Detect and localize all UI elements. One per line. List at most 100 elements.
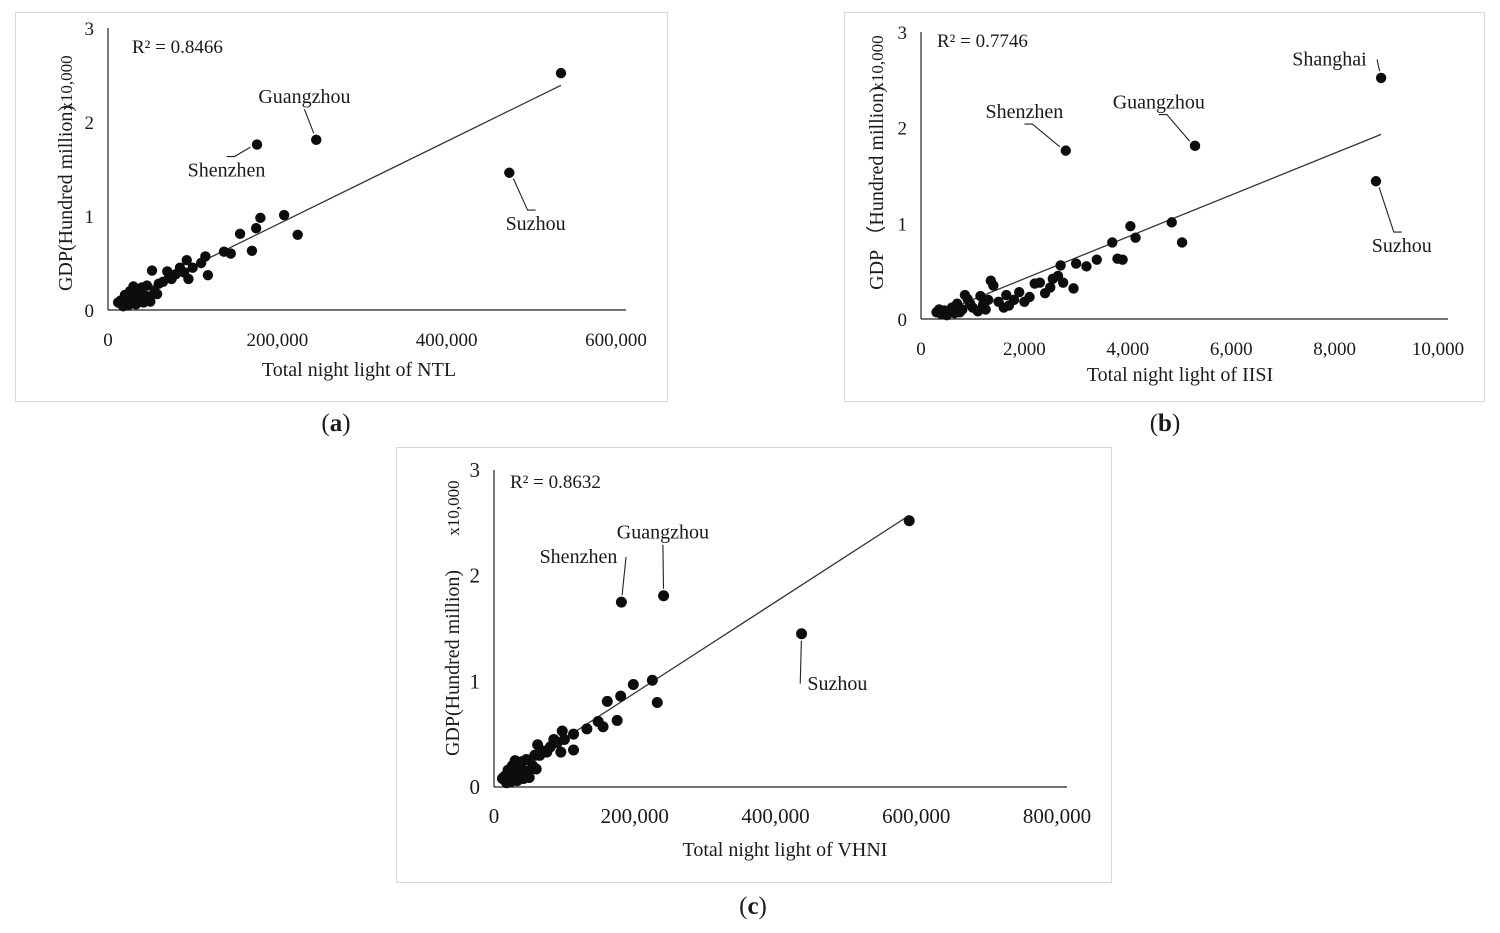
annotation-leader-line — [303, 109, 315, 134]
city-annotation: Shanghai — [1292, 48, 1367, 70]
data-point — [615, 690, 627, 702]
data-point — [278, 209, 290, 221]
x-tick-label: 6,000 — [1210, 339, 1253, 360]
data-point — [225, 248, 236, 259]
x-tick-label: 200,000 — [601, 804, 669, 828]
data-point — [504, 167, 515, 178]
data-point — [1370, 176, 1382, 187]
data-point — [1375, 72, 1387, 84]
data-point — [1112, 253, 1123, 264]
city-annotation: Shenzhen — [540, 546, 618, 568]
y-tick-label: 1 — [470, 669, 481, 693]
y-axis-title: GDP(Hundred million) — [442, 570, 464, 756]
data-point — [1060, 145, 1071, 156]
data-point — [581, 723, 593, 735]
data-point — [954, 307, 965, 318]
data-point — [255, 212, 266, 224]
x-tick-label: 600,000 — [882, 804, 950, 828]
y-tick-label: 2 — [85, 113, 95, 134]
y-tick-label: 0 — [85, 301, 95, 322]
data-point — [124, 286, 136, 297]
y-axis-multiplier: x10,000 — [444, 480, 463, 535]
data-point — [202, 270, 214, 281]
r-squared-label: R² = 0.7746 — [937, 31, 1028, 52]
y-tick-label: 0 — [898, 310, 908, 331]
y-tick-label: 2 — [898, 119, 908, 140]
data-point — [1130, 232, 1141, 243]
x-tick-label: 400,000 — [416, 330, 478, 351]
data-point — [1189, 140, 1201, 152]
data-point — [980, 304, 991, 315]
city-annotation: Guangzhou — [617, 522, 709, 544]
annotation-leader-line — [226, 146, 251, 158]
caption-b: (b) — [1149, 410, 1181, 437]
chart-panel-c: 0 200,000 400,000 600,000 800,000 0 1 2 3 Total n… — [396, 447, 1112, 883]
x-axis-title: Total night light of IISI — [1087, 364, 1273, 386]
y-axis-title: GDP （Hundred million) — [865, 86, 888, 290]
x-tick-label: 2,000 — [1003, 339, 1046, 360]
data-point — [183, 273, 194, 285]
annotation-leader-line — [1024, 123, 1061, 148]
data-point — [944, 306, 955, 317]
data-point — [1125, 221, 1136, 232]
city-annotation: Shenzhen — [986, 101, 1064, 123]
data-point — [311, 134, 322, 146]
data-point — [181, 254, 192, 266]
annotation-leader-line — [1378, 187, 1402, 233]
data-point — [555, 746, 567, 758]
data-point — [511, 768, 523, 780]
trendline — [936, 133, 1382, 315]
data-point — [145, 296, 156, 307]
data-point — [1039, 287, 1051, 299]
data-point — [523, 771, 535, 783]
data-point — [931, 307, 942, 318]
data-point — [530, 763, 542, 775]
data-point — [601, 695, 613, 707]
data-point — [537, 745, 549, 757]
data-point — [1001, 289, 1012, 301]
data-point — [1047, 273, 1059, 285]
y-tick-label: 0 — [470, 775, 481, 799]
annotation-leader-line — [662, 544, 665, 589]
data-point — [141, 280, 153, 291]
x-tick-label: 800,000 — [1023, 804, 1091, 828]
data-point — [615, 596, 627, 608]
y-axis-multiplier: x10,000 — [868, 35, 887, 90]
data-point — [1070, 258, 1082, 269]
x-tick-label: 8,000 — [1313, 339, 1356, 360]
x-tick-label: 400,000 — [741, 804, 809, 828]
city-annotation: Shenzhen — [188, 160, 266, 182]
data-point — [1055, 260, 1066, 271]
annotation-leader-line — [1376, 59, 1381, 72]
x-tick-label: 4,000 — [1106, 339, 1149, 360]
data-point — [568, 744, 580, 756]
y-tick-label: 1 — [85, 207, 95, 228]
data-point — [555, 67, 567, 79]
y-tick-label: 3 — [898, 23, 908, 44]
data-point — [129, 293, 141, 304]
annotation-leader-line — [621, 556, 627, 596]
data-point — [1014, 287, 1025, 298]
data-point — [195, 257, 207, 269]
chart-panel-a: 0 200,000 400,000 600,000 0 1 2 3 Total night li… — [15, 12, 668, 402]
annotation-leader-line — [799, 640, 802, 684]
annotation-leader-line — [512, 178, 536, 211]
data-point — [1091, 254, 1102, 265]
y-tick-label: 1 — [898, 214, 908, 235]
data-point — [1166, 217, 1177, 228]
data-point — [163, 272, 175, 284]
caption-c: (c) — [739, 893, 767, 920]
chart-panel-b: 0 2,000 4,000 6,000 8,000 10,000 0 1 2 3 Total nig… — [844, 12, 1485, 402]
data-point — [796, 628, 808, 640]
r-squared-label: R² = 0.8632 — [510, 472, 601, 493]
data-point — [499, 775, 511, 787]
data-point — [651, 696, 663, 708]
data-point — [1019, 296, 1030, 307]
x-axis-title: Total night light of VHNI — [683, 839, 888, 861]
x-axis-title: Total night light of NTL — [262, 359, 456, 381]
y-axis-multiplier: x10,000 — [57, 55, 76, 110]
data-point — [133, 285, 144, 296]
x-tick-label: 600,000 — [585, 330, 647, 351]
data-point — [646, 674, 658, 686]
data-point — [1029, 278, 1040, 289]
